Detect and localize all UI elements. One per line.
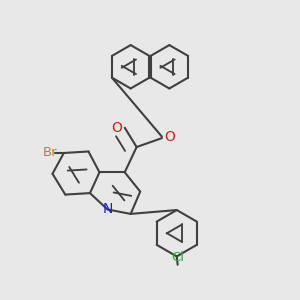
Text: N: N (102, 202, 113, 216)
Text: O: O (164, 130, 175, 144)
Text: Br: Br (43, 146, 58, 160)
Text: Cl: Cl (172, 251, 185, 264)
Text: O: O (111, 121, 122, 135)
